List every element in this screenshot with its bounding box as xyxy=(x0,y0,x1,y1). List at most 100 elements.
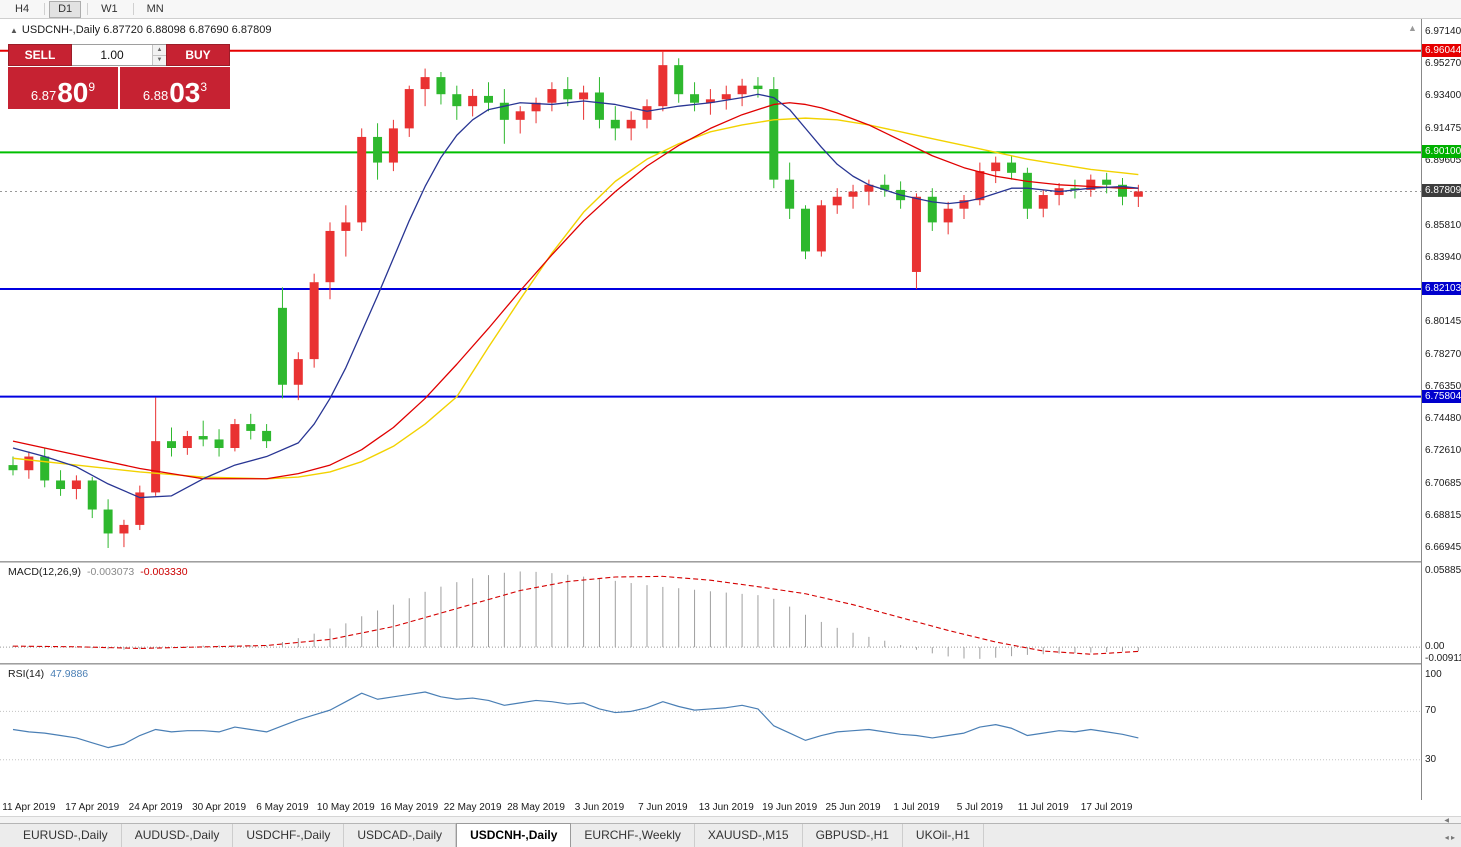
rsi-chart-canvas xyxy=(0,691,1421,761)
toolbar-separator xyxy=(87,3,89,15)
chart-tab-ukoil-h1[interactable]: UKOil-,H1 xyxy=(902,824,984,847)
price-level-badge: 6.96044 xyxy=(1422,43,1461,57)
price-tick-label: 6.97140 xyxy=(1425,25,1461,37)
date-tick-label: 11 Apr 2019 xyxy=(2,802,56,813)
date-tick-label: 5 Jul 2019 xyxy=(956,802,1003,813)
one-click-collapse-icon[interactable]: ▲ xyxy=(10,26,18,35)
chart-title-quote: 6.87720 6.88098 6.87690 6.87809 xyxy=(103,24,272,36)
date-tick-label: 25 Jun 2019 xyxy=(825,802,881,813)
rsi-panel: RSI(14) 47.9886 xyxy=(0,665,1421,800)
date-tick-label: 17 Apr 2019 xyxy=(65,802,120,813)
macd-panel: MACD(12,26,9) -0.003073 -0.003330 xyxy=(0,563,1421,663)
date-tick-label: 10 May 2019 xyxy=(316,802,375,813)
toolbar-separator xyxy=(44,3,46,15)
volume-value[interactable]: 1.00 xyxy=(100,48,124,62)
chart-tab-usdcnh-daily[interactable]: USDCNH-,Daily xyxy=(456,823,572,847)
timeframe-button-h4[interactable]: H4 xyxy=(15,2,30,15)
date-tick-label: 3 Jun 2019 xyxy=(574,802,625,813)
price-level-badge: 6.82103 xyxy=(1422,281,1461,295)
chart-tab-audusd-daily[interactable]: AUDUSD-,Daily xyxy=(121,824,234,847)
price-level-badge: 6.75804 xyxy=(1422,389,1461,403)
macd-axis-label: 0.00 xyxy=(1425,641,1445,653)
date-tick-label: 1 Jul 2019 xyxy=(893,802,940,813)
rsi-value: 47.9886 xyxy=(50,668,89,680)
scroll-left-icon[interactable]: ◀ xyxy=(1444,818,1449,824)
chart-tab-gbpusd-h1[interactable]: GBPUSD-,H1 xyxy=(802,824,903,847)
macd-signal-value: -0.003330 xyxy=(140,566,188,578)
rsi-axis-label: 70 xyxy=(1425,705,1437,717)
macd-chart-canvas xyxy=(0,571,1421,659)
date-tick-label: 30 Apr 2019 xyxy=(192,802,247,813)
date-tick-label: 19 Jun 2019 xyxy=(762,802,818,813)
chart-tab-usdchf-daily[interactable]: USDCHF-,Daily xyxy=(233,824,345,847)
price-tick-label: 6.78270 xyxy=(1425,348,1461,360)
ask-price-big: 03 xyxy=(169,77,201,108)
date-tick-label: 13 Jun 2019 xyxy=(698,802,754,813)
price-tick-label: 6.72610 xyxy=(1425,445,1461,457)
timeframe-button-d1[interactable]: D1 xyxy=(49,0,82,18)
date-tick-label: 24 Apr 2019 xyxy=(128,802,183,813)
chart-shift-marker-icon[interactable]: ▲ xyxy=(1408,23,1417,33)
date-tick-label: 17 Jul 2019 xyxy=(1080,802,1133,813)
price-tick-label: 6.70685 xyxy=(1425,478,1461,490)
ask-price-panel[interactable]: 6.88 03 3 xyxy=(120,67,230,109)
bid-price-prefix: 6.87 xyxy=(30,88,57,103)
price-tick-label: 6.85810 xyxy=(1425,219,1461,231)
price-axis: 6.97140 6.95270 6.93400 6.91475 6.89605 6.858… xyxy=(1421,19,1461,800)
date-tick-label: 28 May 2019 xyxy=(507,802,565,813)
date-tick-label: 6 May 2019 xyxy=(256,802,309,813)
rsi-axis-label: 100 xyxy=(1425,669,1442,681)
price-tick-label: 6.91475 xyxy=(1425,122,1461,134)
bid-price-panel[interactable]: 6.87 80 9 xyxy=(8,67,118,109)
price-level-badge: 6.90100 xyxy=(1422,145,1461,159)
timeframe-toolbar: H4 D1 W1 MN xyxy=(0,0,1461,19)
volume-down-button[interactable]: ▼ xyxy=(153,55,166,65)
chart-tab-eurchf-weekly[interactable]: EURCHF-,Weekly xyxy=(571,824,695,847)
date-axis: 11 Apr 2019 17 Apr 2019 24 Apr 2019 30 Apr … xyxy=(0,800,1421,816)
volume-spinner: ▲ ▼ xyxy=(152,45,166,65)
price-tick-label: 6.83940 xyxy=(1425,251,1461,263)
ask-price-prefix: 6.88 xyxy=(142,88,169,103)
macd-axis-label: 0.058851 xyxy=(1425,565,1461,577)
price-tick-label: 6.74480 xyxy=(1425,413,1461,425)
timeframe-button-w1[interactable]: W1 xyxy=(101,2,118,15)
rsi-label: RSI(14) 47.9886 xyxy=(8,668,88,680)
panel-separator[interactable] xyxy=(0,561,1461,563)
chart-title-symbol: USDCNH-,Daily xyxy=(21,24,101,36)
macd-main-value: -0.003073 xyxy=(86,566,135,578)
price-tick-label: 6.68815 xyxy=(1425,510,1461,522)
one-click-trading-panel: SELL 1.00 ▲ ▼ BUY 6.87 80 9 6.88 03 3 xyxy=(8,44,230,109)
date-tick-label: 11 Jul 2019 xyxy=(1017,802,1069,813)
ask-price-pip: 3 xyxy=(200,80,208,94)
volume-field[interactable]: 1.00 ▲ ▼ xyxy=(72,44,166,66)
chart-tab-eurusd-daily[interactable]: EURUSD-,Daily xyxy=(10,824,122,847)
volume-up-button[interactable]: ▲ xyxy=(153,45,166,56)
horizontal-scroll-strip[interactable]: ◀ xyxy=(0,816,1461,824)
main-chart: ▲ USDCNH-,Daily 6.87720 6.88098 6.87690 6… xyxy=(0,19,1421,562)
bid-price-pip: 9 xyxy=(88,80,96,94)
price-tick-label: 6.76350 xyxy=(1425,381,1461,393)
price-tick-label: 6.89605 xyxy=(1425,154,1461,166)
rsi-name: RSI(14) xyxy=(8,668,45,680)
price-tick-label: 6.93400 xyxy=(1425,89,1461,101)
bid-price-big: 80 xyxy=(57,77,89,108)
price-tick-label: 6.80145 xyxy=(1425,316,1461,328)
rsi-axis-label: 30 xyxy=(1425,753,1437,765)
price-level-badge: 6.87809 xyxy=(1422,184,1461,198)
buy-button[interactable]: BUY xyxy=(166,44,230,66)
tab-scroll-arrows[interactable]: ◂ ▸ xyxy=(1444,833,1455,842)
chart-title: ▲ USDCNH-,Daily 6.87720 6.88098 6.87690 6… xyxy=(10,24,271,36)
price-tick-label: 6.66945 xyxy=(1425,542,1461,554)
macd-axis-label: -0.009116 xyxy=(1425,652,1461,664)
sell-button[interactable]: SELL xyxy=(8,44,72,66)
timeframe-button-mn[interactable]: MN xyxy=(146,2,164,15)
chart-tab-usdcad-daily[interactable]: USDCAD-,Daily xyxy=(344,824,457,847)
macd-name: MACD(12,26,9) xyxy=(8,566,81,578)
chart-tab-xauusd-m15[interactable]: XAUUSD-,M15 xyxy=(694,824,803,847)
toolbar-separator xyxy=(132,3,134,15)
date-tick-label: 7 Jun 2019 xyxy=(638,802,688,813)
panel-separator[interactable] xyxy=(0,663,1461,665)
candlestick-chart-canvas xyxy=(0,49,1421,548)
date-tick-label: 22 May 2019 xyxy=(443,802,502,813)
chart-tab-bar: EURUSD-,Daily AUDUSD-,Daily USDCHF-,Daily U… xyxy=(0,823,1461,847)
